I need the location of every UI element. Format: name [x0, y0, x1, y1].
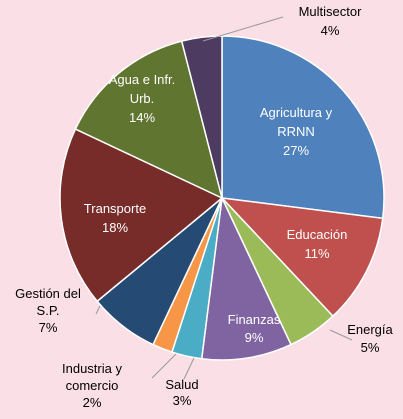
value-label: 18% [102, 220, 128, 235]
pie-slice [74, 40, 224, 200]
pie-slice [221, 35, 385, 220]
leader-line [151, 353, 177, 379]
slice-label: Industria y comercio [62, 361, 122, 393]
value-label: 9% [245, 330, 264, 345]
pie-slice [180, 35, 223, 199]
slice-label: Transporte [84, 201, 146, 216]
slice-label: Finanzas [228, 312, 281, 327]
pie-slice [220, 196, 384, 318]
value-label: 27% [283, 143, 309, 158]
value-label: 4% [321, 23, 340, 38]
value-label: 7% [39, 320, 58, 335]
pie-slice [200, 195, 292, 361]
leader-line [183, 357, 195, 380]
slice-label: Salud [165, 377, 198, 392]
slice-label: Multisector [299, 4, 363, 19]
leader-line [95, 305, 101, 315]
leader-line [329, 329, 353, 341]
value-label: 2% [83, 395, 102, 410]
pie-slice [59, 128, 224, 303]
slice-label: Educación [287, 227, 348, 242]
slice-label: Agricultura y RRNN [260, 105, 333, 139]
slice-label: Energía [347, 322, 393, 337]
value-label: 5% [361, 340, 380, 355]
slice-label: Gestión del S.P. [15, 286, 81, 318]
leader-line [202, 16, 284, 42]
value-label: 14% [129, 110, 155, 125]
value-label: 3% [173, 393, 192, 408]
value-label: 11% [304, 246, 329, 261]
slice-label: Agua e Infr. Urb. [109, 72, 176, 106]
